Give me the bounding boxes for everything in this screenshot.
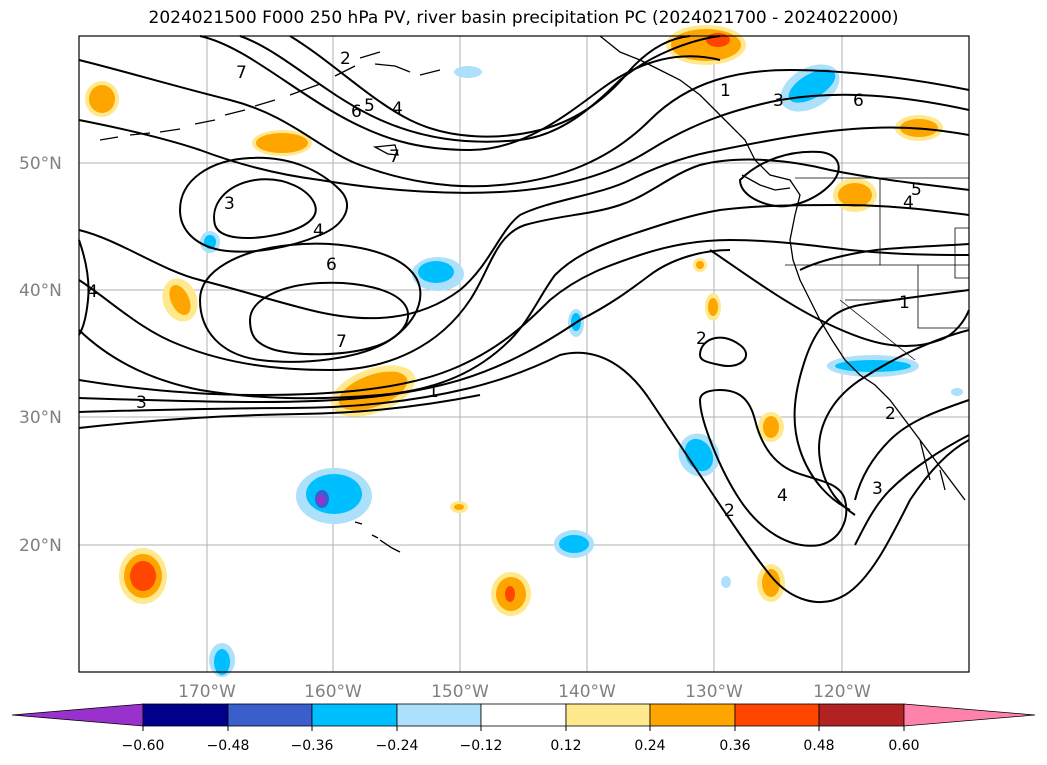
- colorbar-segment: [227, 703, 313, 727]
- lon-label: 130°W: [685, 682, 743, 702]
- contour-label: 4: [903, 193, 914, 213]
- contour-label: 2: [885, 404, 896, 424]
- latitude-labels: 50°N 40°N 30°N 20°N: [19, 154, 62, 556]
- longitude-labels: 170°W 160°W 150°W 140°W 130°W 120°W: [178, 682, 871, 702]
- contour-label: 6: [351, 102, 362, 122]
- colorbar-tick-label: −0.12: [460, 738, 503, 754]
- contour-label: 3: [224, 194, 235, 214]
- lat-label: 50°N: [19, 154, 62, 174]
- contour-label: 3: [773, 91, 784, 111]
- colorbar-tick-label: −0.24: [376, 738, 419, 754]
- contour-label: 4: [87, 282, 98, 302]
- contour-label: 6: [326, 255, 337, 275]
- lat-label: 40°N: [19, 281, 62, 301]
- colorbar-segment: [818, 703, 905, 727]
- contour-label: 3: [136, 393, 147, 413]
- colorbar-tick-label: 0.48: [803, 738, 834, 754]
- colorbar-tick-label: 0.24: [634, 738, 665, 754]
- contour-label: 7: [389, 147, 400, 167]
- contour-label: 2: [696, 329, 707, 349]
- colorbar-segment: [565, 703, 651, 727]
- colorbar-tick-labels: −0.60 −0.48 −0.36 −0.24 −0.12 0.12 0.24 …: [122, 738, 920, 754]
- colorbar-tick-label: 0.36: [719, 738, 750, 754]
- contour-labels: 7 2 5 4 6 1 6 3 7 3 4 6 4 7 1 3 2 5 4 1 …: [87, 49, 922, 521]
- colorbar-tick-label: −0.36: [291, 738, 334, 754]
- lon-label: 160°W: [304, 682, 362, 702]
- contour-label: 1: [428, 382, 439, 402]
- map-panel: 7 2 5 4 6 1 6 3 7 3 4 6 4 7 1 3 2 5 4 1 …: [78, 25, 970, 677]
- colorbar-under-arrow: [11, 703, 144, 727]
- colorbar-segment: [649, 703, 736, 727]
- lon-label: 140°W: [558, 682, 616, 702]
- contour-label: 7: [236, 63, 247, 83]
- lon-label: 120°W: [813, 682, 871, 702]
- contour-label: 7: [336, 332, 347, 352]
- contour-label: 6: [853, 91, 864, 111]
- contour-label: 2: [724, 501, 735, 521]
- contour-label: 5: [911, 180, 922, 200]
- contour-label: 3: [872, 479, 883, 499]
- map-frame: [78, 35, 970, 673]
- colorbar-segment: [396, 703, 482, 727]
- colorbar-segment: [480, 703, 567, 727]
- contour-label: 4: [313, 221, 324, 241]
- contour-label: 1: [899, 293, 910, 313]
- colorbar-tick-label: 0.60: [888, 738, 919, 754]
- colorbar: [11, 703, 1036, 731]
- lat-label: 20°N: [19, 536, 62, 556]
- lat-label: 30°N: [19, 408, 62, 428]
- colorbar-tick-label: −0.48: [207, 738, 250, 754]
- contour-label: 4: [777, 486, 788, 506]
- colorbar-tick-label: 0.12: [550, 738, 581, 754]
- contour-label: 1: [720, 81, 731, 101]
- pv-contours: [78, 35, 970, 604]
- colorbar-segment: [142, 703, 229, 727]
- colorbar-tick-label: −0.60: [122, 738, 165, 754]
- colorbar-segment: [734, 703, 820, 727]
- colorbar-segment: [311, 703, 398, 727]
- colorbar-over-arrow: [903, 703, 1036, 727]
- contour-label: 5: [364, 96, 375, 116]
- lon-label: 170°W: [178, 682, 236, 702]
- lon-label: 150°W: [431, 682, 489, 702]
- contour-label: 4: [392, 99, 403, 119]
- map-title: 2024021500 F000 250 hPa PV, river basin …: [148, 8, 899, 28]
- contour-label: 2: [340, 49, 351, 69]
